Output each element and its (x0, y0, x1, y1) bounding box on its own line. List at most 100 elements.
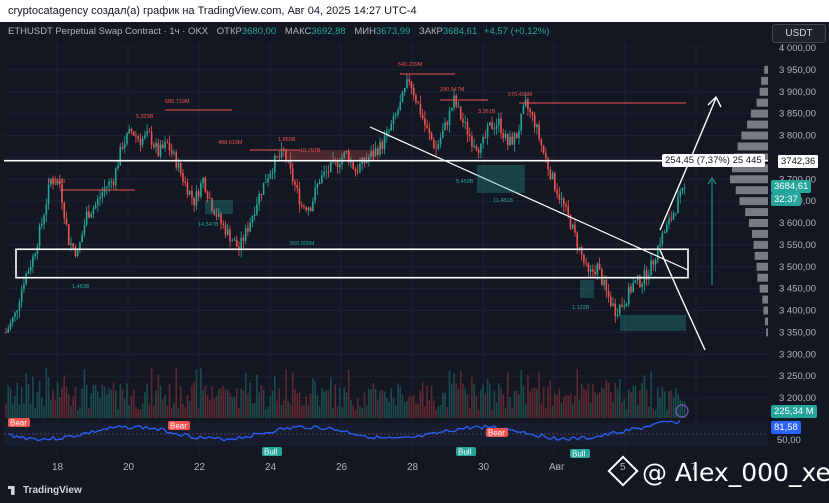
candles (5, 73, 686, 334)
candle-body (276, 155, 278, 157)
candle-body (18, 302, 21, 311)
volume-bar (193, 382, 195, 418)
volume-bar (200, 368, 202, 418)
volume-bar (533, 387, 536, 418)
candle-body (97, 198, 99, 206)
candle-body (303, 205, 305, 208)
volume-bar (126, 383, 128, 418)
tradingview-icon (8, 485, 15, 495)
volume-bar (334, 384, 337, 418)
volume-bar (285, 369, 287, 418)
candle-body (166, 142, 169, 143)
volume-profile-bar (761, 76, 768, 85)
candle-body (179, 163, 182, 174)
candle-body (421, 114, 424, 119)
volume-bar (430, 385, 433, 418)
symbol-title: ETHUSDT Perpetual Swap Contract · 1ч · O… (8, 26, 209, 37)
volume-bar (179, 386, 182, 418)
volume-bar (578, 399, 581, 418)
volume-bar (27, 384, 30, 418)
volume-bar (587, 383, 590, 418)
tradingview-logo[interactable]: TradingView (8, 485, 82, 496)
close-label: ЗАКР (418, 26, 443, 37)
volume-bar (175, 367, 178, 418)
candle-body (182, 173, 184, 182)
volume-profile-bar (756, 98, 768, 107)
currency-button[interactable]: USDT (772, 24, 826, 43)
volume-bar (166, 406, 169, 418)
volume-label: 3.361B (478, 109, 496, 115)
volume-bar (350, 400, 352, 418)
candle-body (468, 134, 471, 137)
candle-body (442, 130, 444, 138)
candle-body (343, 152, 346, 158)
volume-profile-bar (764, 317, 768, 326)
candle-body (457, 106, 460, 108)
volume-bar (79, 406, 81, 418)
candle-body (347, 150, 350, 163)
price-tick-label: 3 700,00 (779, 174, 816, 185)
rsi-bear-label: Bear (170, 422, 187, 431)
volume-bar (280, 405, 283, 418)
volume-bar (511, 408, 514, 418)
volume-bar (370, 389, 372, 418)
volume-bar (610, 391, 612, 418)
volume-profile-bar (752, 229, 768, 238)
volume-bar (589, 403, 592, 418)
candle-body (54, 184, 57, 185)
volume-bar (45, 367, 48, 418)
candle-body (159, 144, 162, 156)
candle-body (195, 191, 198, 206)
volume-label: 550.905M (290, 241, 315, 247)
volume-label: 1.865B (278, 137, 296, 143)
volume-bar (363, 392, 366, 418)
candle-body (155, 143, 157, 148)
volume-bar (464, 388, 466, 418)
open-value: 3680,00 (241, 26, 277, 37)
volume-bar (383, 391, 386, 418)
volume-bar (562, 396, 565, 418)
candle-body (455, 95, 458, 107)
volume-bar (565, 394, 567, 418)
candle-body (316, 184, 319, 188)
candle-body (493, 128, 496, 130)
volume-bar (632, 385, 634, 418)
candle-body (576, 232, 578, 248)
volume-label: 1.463B (72, 284, 90, 290)
candle-body (359, 164, 361, 172)
price-tick-label: 3 950,00 (779, 65, 816, 76)
candle-body (224, 224, 227, 235)
volume-bar (303, 405, 305, 418)
candle-body (56, 181, 59, 185)
candle-body (83, 224, 86, 235)
candle-body (16, 310, 18, 313)
candle-body (509, 136, 511, 146)
volume-bar (399, 386, 402, 418)
candle-body (542, 145, 545, 154)
high-value: 3692,88 (311, 26, 346, 37)
volume-bar (636, 404, 639, 418)
volume-bar (495, 402, 498, 418)
volume-profile-bar (745, 208, 768, 217)
price-tick-label: 3 450,00 (779, 284, 816, 295)
binance-icon (607, 455, 639, 487)
candle-body (36, 246, 39, 255)
volume-bar (455, 383, 458, 418)
volume-bar (276, 400, 278, 418)
volume-bar (256, 374, 258, 418)
price-tick-label: 4 000,00 (779, 43, 816, 54)
volume-label: 290.547M (440, 87, 465, 93)
supply-zone (285, 150, 375, 160)
volume-bar (94, 384, 97, 418)
volume-bar (162, 399, 164, 418)
volume-bar (29, 403, 32, 418)
price-tick-label: 3 500,00 (779, 262, 816, 273)
candle-body (610, 296, 612, 306)
candle-body (607, 290, 610, 297)
volume-bar (545, 408, 547, 418)
volume-bar (614, 383, 617, 418)
candle-body (23, 284, 25, 290)
volume-bar (598, 392, 601, 418)
volume-bar (657, 387, 659, 418)
